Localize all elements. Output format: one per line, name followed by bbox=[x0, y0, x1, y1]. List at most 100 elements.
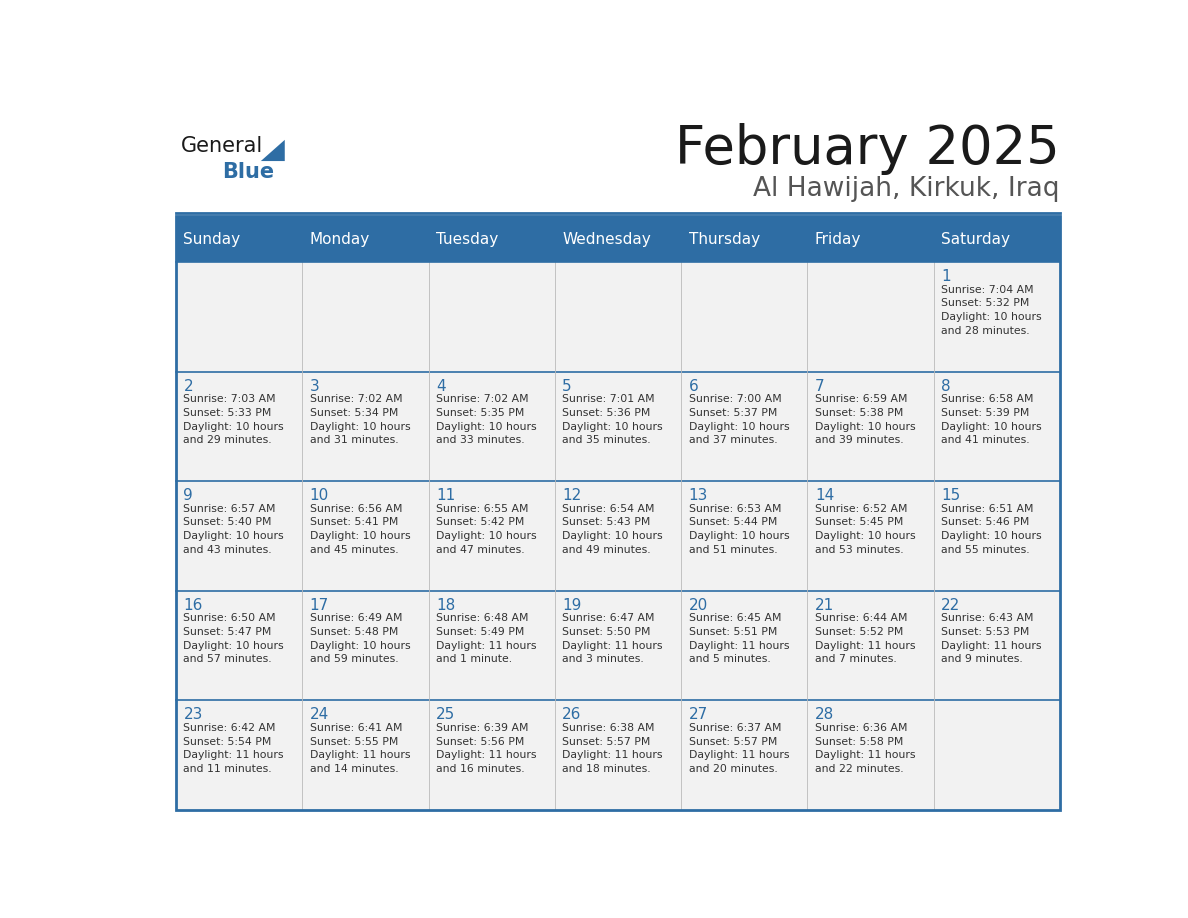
Bar bbox=[303, 372, 429, 481]
Bar bbox=[555, 263, 681, 372]
Bar bbox=[808, 591, 934, 700]
Text: Sunrise: 7:04 AM
Sunset: 5:32 PM
Daylight: 10 hours
and 28 minutes.: Sunrise: 7:04 AM Sunset: 5:32 PM Dayligh… bbox=[941, 285, 1042, 336]
Bar bbox=[934, 481, 1060, 591]
Bar bbox=[555, 372, 681, 481]
Bar bbox=[808, 263, 934, 372]
Bar bbox=[176, 481, 303, 591]
Text: Sunrise: 7:03 AM
Sunset: 5:33 PM
Daylight: 10 hours
and 29 minutes.: Sunrise: 7:03 AM Sunset: 5:33 PM Dayligh… bbox=[183, 395, 284, 445]
Text: Sunrise: 6:37 AM
Sunset: 5:57 PM
Daylight: 11 hours
and 20 minutes.: Sunrise: 6:37 AM Sunset: 5:57 PM Dayligh… bbox=[689, 723, 789, 774]
Bar bbox=[176, 591, 303, 700]
Text: 5: 5 bbox=[562, 379, 571, 394]
Bar bbox=[555, 481, 681, 591]
Bar bbox=[303, 591, 429, 700]
Text: 7: 7 bbox=[815, 379, 824, 394]
Bar bbox=[176, 216, 1060, 263]
Text: 24: 24 bbox=[310, 708, 329, 722]
Bar bbox=[303, 481, 429, 591]
Text: Sunrise: 6:52 AM
Sunset: 5:45 PM
Daylight: 10 hours
and 53 minutes.: Sunrise: 6:52 AM Sunset: 5:45 PM Dayligh… bbox=[815, 504, 916, 554]
Text: Sunrise: 6:50 AM
Sunset: 5:47 PM
Daylight: 10 hours
and 57 minutes.: Sunrise: 6:50 AM Sunset: 5:47 PM Dayligh… bbox=[183, 613, 284, 665]
Text: Sunrise: 6:58 AM
Sunset: 5:39 PM
Daylight: 10 hours
and 41 minutes.: Sunrise: 6:58 AM Sunset: 5:39 PM Dayligh… bbox=[941, 395, 1042, 445]
Bar bbox=[176, 263, 303, 372]
Text: Sunday: Sunday bbox=[183, 231, 241, 247]
Text: Sunrise: 6:36 AM
Sunset: 5:58 PM
Daylight: 11 hours
and 22 minutes.: Sunrise: 6:36 AM Sunset: 5:58 PM Dayligh… bbox=[815, 723, 915, 774]
Text: 27: 27 bbox=[689, 708, 708, 722]
Text: Sunrise: 6:45 AM
Sunset: 5:51 PM
Daylight: 11 hours
and 5 minutes.: Sunrise: 6:45 AM Sunset: 5:51 PM Dayligh… bbox=[689, 613, 789, 665]
Text: 19: 19 bbox=[562, 598, 582, 613]
Bar bbox=[934, 263, 1060, 372]
Bar bbox=[681, 481, 808, 591]
Bar bbox=[934, 372, 1060, 481]
Bar bbox=[808, 481, 934, 591]
Text: 6: 6 bbox=[689, 379, 699, 394]
Bar bbox=[176, 700, 303, 810]
Text: Friday: Friday bbox=[815, 231, 861, 247]
Text: 18: 18 bbox=[436, 598, 455, 613]
Text: Sunrise: 6:41 AM
Sunset: 5:55 PM
Daylight: 11 hours
and 14 minutes.: Sunrise: 6:41 AM Sunset: 5:55 PM Dayligh… bbox=[310, 723, 410, 774]
Bar bbox=[681, 700, 808, 810]
Bar bbox=[429, 481, 555, 591]
Text: Sunrise: 6:42 AM
Sunset: 5:54 PM
Daylight: 11 hours
and 11 minutes.: Sunrise: 6:42 AM Sunset: 5:54 PM Dayligh… bbox=[183, 723, 284, 774]
Text: Sunrise: 6:49 AM
Sunset: 5:48 PM
Daylight: 10 hours
and 59 minutes.: Sunrise: 6:49 AM Sunset: 5:48 PM Dayligh… bbox=[310, 613, 410, 665]
Text: Sunrise: 6:55 AM
Sunset: 5:42 PM
Daylight: 10 hours
and 47 minutes.: Sunrise: 6:55 AM Sunset: 5:42 PM Dayligh… bbox=[436, 504, 537, 554]
Text: 20: 20 bbox=[689, 598, 708, 613]
Text: Blue: Blue bbox=[222, 162, 274, 183]
Text: Sunrise: 6:39 AM
Sunset: 5:56 PM
Daylight: 11 hours
and 16 minutes.: Sunrise: 6:39 AM Sunset: 5:56 PM Dayligh… bbox=[436, 723, 537, 774]
Text: General: General bbox=[181, 136, 263, 155]
Bar bbox=[429, 591, 555, 700]
Text: 2: 2 bbox=[183, 379, 194, 394]
Text: 11: 11 bbox=[436, 488, 455, 503]
Text: Al Hawijah, Kirkuk, Iraq: Al Hawijah, Kirkuk, Iraq bbox=[753, 176, 1060, 202]
Text: 23: 23 bbox=[183, 708, 203, 722]
Polygon shape bbox=[261, 140, 285, 161]
Text: Sunrise: 6:44 AM
Sunset: 5:52 PM
Daylight: 11 hours
and 7 minutes.: Sunrise: 6:44 AM Sunset: 5:52 PM Dayligh… bbox=[815, 613, 915, 665]
Bar bbox=[808, 700, 934, 810]
Text: Sunrise: 6:59 AM
Sunset: 5:38 PM
Daylight: 10 hours
and 39 minutes.: Sunrise: 6:59 AM Sunset: 5:38 PM Dayligh… bbox=[815, 395, 916, 445]
Text: February 2025: February 2025 bbox=[675, 123, 1060, 175]
Bar bbox=[934, 700, 1060, 810]
Text: 22: 22 bbox=[941, 598, 960, 613]
Text: Wednesday: Wednesday bbox=[562, 231, 651, 247]
Text: 13: 13 bbox=[689, 488, 708, 503]
Text: 15: 15 bbox=[941, 488, 960, 503]
Bar bbox=[681, 591, 808, 700]
Text: 3: 3 bbox=[310, 379, 320, 394]
Text: 14: 14 bbox=[815, 488, 834, 503]
Text: 1: 1 bbox=[941, 269, 950, 285]
Text: Sunrise: 6:54 AM
Sunset: 5:43 PM
Daylight: 10 hours
and 49 minutes.: Sunrise: 6:54 AM Sunset: 5:43 PM Dayligh… bbox=[562, 504, 663, 554]
Bar bbox=[808, 372, 934, 481]
Bar bbox=[681, 372, 808, 481]
Text: Sunrise: 6:51 AM
Sunset: 5:46 PM
Daylight: 10 hours
and 55 minutes.: Sunrise: 6:51 AM Sunset: 5:46 PM Dayligh… bbox=[941, 504, 1042, 554]
Text: Sunrise: 6:53 AM
Sunset: 5:44 PM
Daylight: 10 hours
and 51 minutes.: Sunrise: 6:53 AM Sunset: 5:44 PM Dayligh… bbox=[689, 504, 789, 554]
Text: Tuesday: Tuesday bbox=[436, 231, 498, 247]
Text: 28: 28 bbox=[815, 708, 834, 722]
Bar bbox=[429, 263, 555, 372]
Bar bbox=[303, 700, 429, 810]
Text: 8: 8 bbox=[941, 379, 950, 394]
Text: 26: 26 bbox=[562, 708, 582, 722]
Bar bbox=[681, 263, 808, 372]
Text: Sunrise: 6:56 AM
Sunset: 5:41 PM
Daylight: 10 hours
and 45 minutes.: Sunrise: 6:56 AM Sunset: 5:41 PM Dayligh… bbox=[310, 504, 410, 554]
Bar bbox=[176, 216, 1060, 810]
Bar bbox=[429, 372, 555, 481]
Text: Sunrise: 6:38 AM
Sunset: 5:57 PM
Daylight: 11 hours
and 18 minutes.: Sunrise: 6:38 AM Sunset: 5:57 PM Dayligh… bbox=[562, 723, 663, 774]
Text: 9: 9 bbox=[183, 488, 194, 503]
Bar bbox=[176, 372, 303, 481]
Text: Sunrise: 6:57 AM
Sunset: 5:40 PM
Daylight: 10 hours
and 43 minutes.: Sunrise: 6:57 AM Sunset: 5:40 PM Dayligh… bbox=[183, 504, 284, 554]
Text: Sunrise: 6:47 AM
Sunset: 5:50 PM
Daylight: 11 hours
and 3 minutes.: Sunrise: 6:47 AM Sunset: 5:50 PM Dayligh… bbox=[562, 613, 663, 665]
Text: Sunrise: 7:01 AM
Sunset: 5:36 PM
Daylight: 10 hours
and 35 minutes.: Sunrise: 7:01 AM Sunset: 5:36 PM Dayligh… bbox=[562, 395, 663, 445]
Text: 17: 17 bbox=[310, 598, 329, 613]
Text: Sunrise: 7:02 AM
Sunset: 5:35 PM
Daylight: 10 hours
and 33 minutes.: Sunrise: 7:02 AM Sunset: 5:35 PM Dayligh… bbox=[436, 395, 537, 445]
Bar bbox=[555, 700, 681, 810]
Text: 10: 10 bbox=[310, 488, 329, 503]
Bar bbox=[303, 263, 429, 372]
Text: 12: 12 bbox=[562, 488, 582, 503]
Text: 21: 21 bbox=[815, 598, 834, 613]
Bar bbox=[555, 591, 681, 700]
Text: Thursday: Thursday bbox=[689, 231, 759, 247]
Text: 4: 4 bbox=[436, 379, 446, 394]
Text: Monday: Monday bbox=[310, 231, 369, 247]
Text: Sunrise: 6:48 AM
Sunset: 5:49 PM
Daylight: 11 hours
and 1 minute.: Sunrise: 6:48 AM Sunset: 5:49 PM Dayligh… bbox=[436, 613, 537, 665]
Text: 25: 25 bbox=[436, 708, 455, 722]
Text: Sunrise: 7:02 AM
Sunset: 5:34 PM
Daylight: 10 hours
and 31 minutes.: Sunrise: 7:02 AM Sunset: 5:34 PM Dayligh… bbox=[310, 395, 410, 445]
Text: Sunrise: 6:43 AM
Sunset: 5:53 PM
Daylight: 11 hours
and 9 minutes.: Sunrise: 6:43 AM Sunset: 5:53 PM Dayligh… bbox=[941, 613, 1042, 665]
